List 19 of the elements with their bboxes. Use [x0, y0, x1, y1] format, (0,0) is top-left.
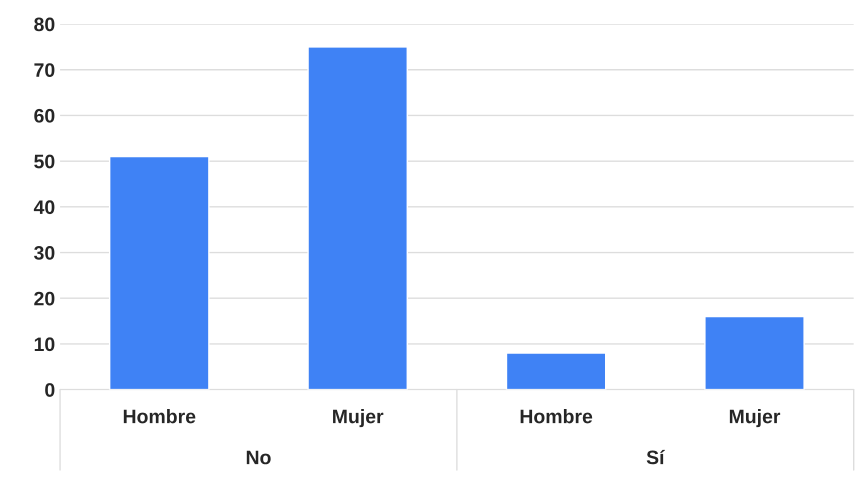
x-tick-label: Hombre	[124, 409, 196, 424]
x-tick-label: Hombre	[520, 409, 592, 424]
y-tick-label: 60	[34, 108, 54, 123]
x-tick-label: Mujer	[333, 409, 384, 428]
y-tick-label: 50	[34, 154, 54, 168]
y-tick-label: 20	[34, 292, 54, 306]
text: Sí	[646, 450, 666, 464]
y-tick-label: 80	[34, 18, 54, 32]
y-tick-label: 0	[45, 383, 54, 397]
y-tick-label: 40	[34, 200, 54, 214]
text: No	[246, 450, 271, 464]
bar	[506, 352, 606, 390]
x-tick-label: Mujer	[730, 409, 780, 428]
y-tick-label: 10	[34, 337, 54, 352]
bar	[108, 156, 210, 390]
y-tick-label: 30	[34, 246, 54, 260]
bar	[307, 46, 408, 390]
y-tick-label: 70	[34, 63, 54, 77]
bar	[704, 316, 805, 390]
